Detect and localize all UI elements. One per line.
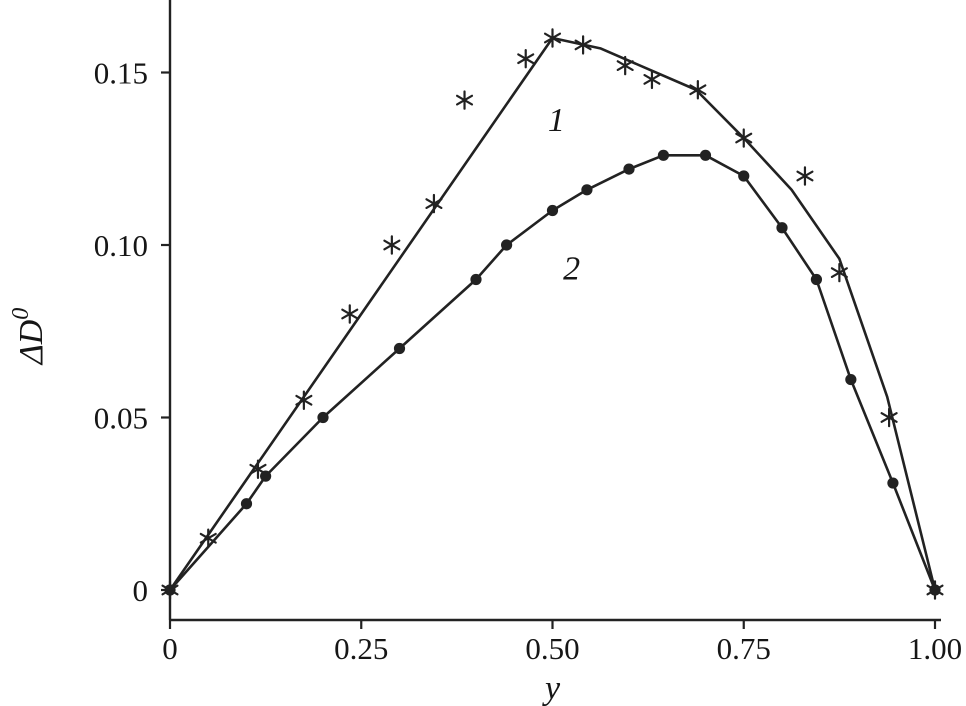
circle-marker [164,584,176,596]
x-axis-label: y [542,670,561,706]
series-2-line [168,154,937,592]
circle-marker [581,184,593,196]
curve-label-1: 1 [548,102,565,139]
y-tick-label: 0.05 [94,401,148,436]
asterisk-marker [383,239,401,251]
circle-marker [623,163,635,175]
circle-marker [240,498,253,510]
x-tick-label: 0.25 [334,631,388,666]
circle-marker [546,204,559,217]
circle-marker [657,149,670,161]
circle-marker [699,149,712,161]
circle-marker [776,222,788,234]
asterisk-marker [830,267,848,278]
circle-marker [845,373,857,386]
circle-marker [887,477,899,489]
circle-marker [260,470,272,482]
circle-marker [317,411,329,424]
y-tick-label: 0 [133,573,149,608]
x-tick-label: 0.75 [717,631,771,666]
asterisk-marker [455,94,474,106]
asterisk-marker [616,60,634,72]
asterisk-marker [880,412,898,423]
asterisk-marker [341,308,359,320]
curve-label-2: 2 [563,251,580,288]
y-tick-label: 0.15 [94,56,148,91]
asterisk-marker [295,394,313,406]
asterisk-marker [689,84,707,96]
circle-marker [470,273,482,286]
x-tick-label: 0 [162,631,178,666]
circle-marker [501,239,513,251]
asterisk-marker [543,32,562,44]
x-tick-label: 0.50 [525,631,579,666]
series-1-line [168,36,937,592]
circle-marker [929,584,941,596]
asterisk-marker [425,198,443,209]
asterisk-marker [735,132,753,144]
circle-marker [738,170,750,182]
circle-marker [810,273,823,286]
series-2-markers [164,149,941,596]
asterisk-marker [517,53,535,65]
asterisk-marker [574,39,592,51]
asterisk-marker [796,170,814,182]
x-tick-label: 1.00 [908,631,962,666]
circle-marker [393,342,406,355]
y-tick-label: 0.10 [94,228,148,263]
asterisk-marker [643,73,661,85]
y-axis-label: ΔD0 [8,308,50,367]
